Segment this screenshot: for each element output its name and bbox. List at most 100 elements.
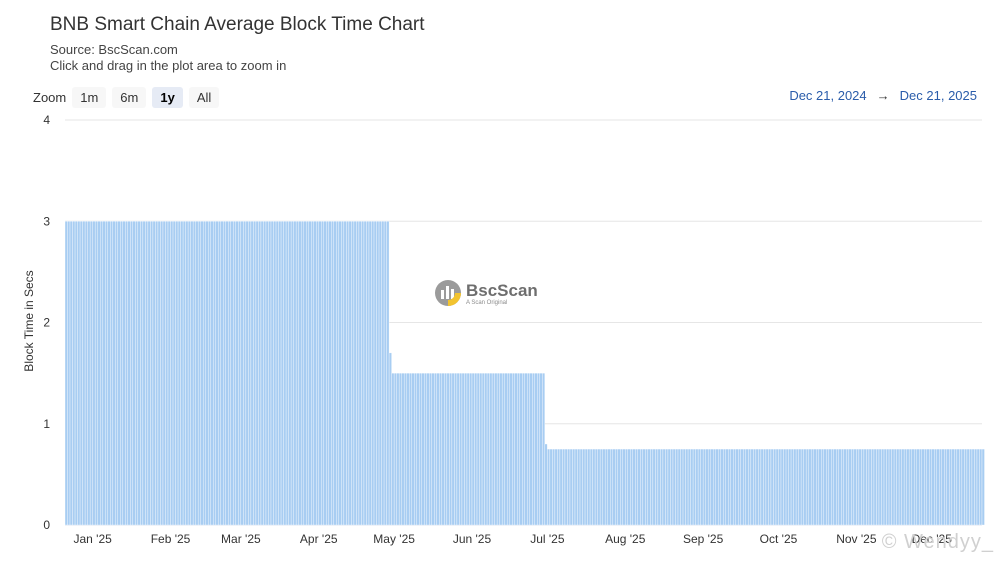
chart-bar <box>67 221 71 526</box>
chart-bar <box>700 448 704 526</box>
chart-bar <box>491 372 495 526</box>
chart-bar <box>245 221 249 526</box>
chart-bar <box>331 221 334 526</box>
chart-bar <box>411 372 415 526</box>
chart-bar <box>130 221 134 526</box>
chart-bar <box>841 448 844 526</box>
chart-bar <box>823 448 827 526</box>
chart-bar <box>826 448 829 526</box>
chart-bar <box>512 372 515 526</box>
chart-bar <box>431 372 435 526</box>
bscscan-watermark: BscScan A Scan Original <box>435 280 538 306</box>
chart-bar <box>622 448 626 526</box>
chart-bar <box>105 221 108 526</box>
chart-bar <box>157 221 161 526</box>
chart-bar <box>439 372 443 526</box>
zoom-all-button[interactable]: All <box>188 86 220 108</box>
chart-bar <box>368 221 372 526</box>
chart-bar <box>338 221 342 526</box>
chart-bar <box>810 448 814 526</box>
chart-bar <box>913 448 917 526</box>
chart-bar <box>906 448 910 526</box>
x-tick-label: Apr '25 <box>300 532 338 546</box>
chart-bar <box>707 448 711 526</box>
chart-bar <box>278 221 282 526</box>
chart-bar <box>964 448 968 526</box>
chart-bar <box>303 221 307 526</box>
chart-bar <box>851 448 855 526</box>
chart-bar <box>401 372 405 526</box>
chart-bar <box>592 448 596 526</box>
range-from-date[interactable]: Dec 21, 2024 <box>789 88 867 103</box>
y-tick-label: 1 <box>43 417 50 431</box>
chart-bar <box>728 448 731 526</box>
chart-bar <box>981 448 985 526</box>
chart-bar <box>147 221 151 526</box>
chart-bar <box>358 221 362 526</box>
chart-bar <box>798 448 802 526</box>
chart-bar <box>527 372 530 526</box>
chart-bar <box>112 221 116 526</box>
chart-bar <box>403 372 407 526</box>
range-to-date[interactable]: Dec 21, 2025 <box>899 88 977 103</box>
chart-bar <box>813 448 817 526</box>
chart-bar <box>87 221 91 526</box>
chart-bar <box>316 221 319 526</box>
chart-bar <box>288 221 292 526</box>
chart-bar <box>290 221 294 526</box>
chart-bar <box>522 372 525 526</box>
chart-bar <box>386 221 390 526</box>
chart-bar <box>846 448 850 526</box>
chart-bar <box>210 221 214 526</box>
chart-bar <box>961 448 965 526</box>
chart-bar <box>903 448 907 526</box>
chart-bar <box>763 448 767 526</box>
zoom-6m-button[interactable]: 6m <box>112 86 147 108</box>
chart-bar <box>228 221 231 526</box>
chart-bar <box>682 448 686 526</box>
chart-bar <box>333 221 337 526</box>
chart-bar <box>630 448 633 526</box>
chart-bar <box>871 448 875 526</box>
chart-bar <box>416 372 420 526</box>
chart-bar <box>434 372 437 526</box>
chart-bar <box>831 448 834 526</box>
chart-bar <box>873 448 877 526</box>
chart-bar <box>177 221 181 526</box>
chart-bar <box>858 448 862 526</box>
chart-bar <box>504 372 508 526</box>
chart-bar <box>238 221 242 526</box>
chart-bar <box>255 221 259 526</box>
zoom-1m-button[interactable]: 1m <box>72 86 107 108</box>
chart-bar <box>142 221 146 526</box>
chart-bar <box>117 221 121 526</box>
chart-bar <box>778 448 782 526</box>
chart-bar <box>132 221 136 526</box>
chart-bar <box>265 221 269 526</box>
chart-bar <box>444 372 448 526</box>
chart-bar <box>954 448 958 526</box>
chart-bar <box>203 221 206 526</box>
chart-bar <box>718 448 721 526</box>
chart-bar <box>956 448 960 526</box>
x-tick-label: Dec '25 <box>912 532 953 546</box>
chart-title: BNB Smart Chain Average Block Time Chart <box>50 14 425 35</box>
chart-bar <box>182 221 186 526</box>
chart-bar <box>853 448 857 526</box>
chart-bar <box>713 448 716 526</box>
chart-bar <box>848 448 852 526</box>
chart-bar <box>650 448 654 526</box>
zoom-label: Zoom <box>33 89 67 105</box>
chart-bar <box>620 448 623 526</box>
x-tick-label: Aug '25 <box>605 532 646 546</box>
chart-bar <box>79 221 83 526</box>
chart-bar <box>378 221 382 526</box>
chart-bar <box>373 221 377 526</box>
zoom-1y-button[interactable]: 1y <box>152 86 183 108</box>
chart-bar <box>589 448 593 526</box>
chart-bar <box>893 448 897 526</box>
chart-bar <box>94 221 98 526</box>
x-tick-label: Feb '25 <box>151 532 191 546</box>
chart-bar <box>901 448 905 526</box>
